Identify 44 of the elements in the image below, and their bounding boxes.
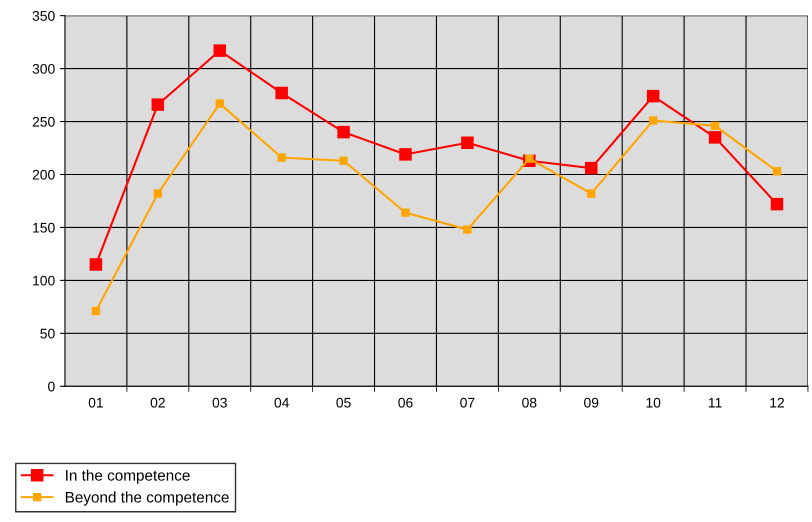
point [339, 156, 348, 165]
point [770, 198, 784, 210]
point [399, 148, 412, 161]
x-tick-label: 07 [460, 398, 474, 408]
x-tick-label: 03 [212, 398, 227, 408]
y-tick-label: 200 [32, 170, 55, 180]
point [708, 131, 722, 144]
point [275, 86, 288, 100]
y-tick-label: 150 [33, 222, 55, 233]
x-tick-label: 06 [398, 398, 413, 408]
x-tick-label: 12 [770, 398, 784, 408]
point [92, 306, 100, 316]
point [277, 153, 286, 162]
y-tick-label: 100 [33, 276, 55, 286]
x-tick-label: 08 [522, 398, 536, 408]
x-tick-label: 04 [274, 398, 289, 408]
point [710, 122, 720, 130]
point [216, 99, 224, 108]
point [154, 189, 162, 198]
legend-label: In the competence [66, 470, 190, 484]
y-tick-label: 300 [32, 64, 55, 74]
x-tick-label: 11 [708, 398, 722, 408]
point [463, 225, 472, 234]
point [772, 167, 782, 176]
point [337, 126, 350, 138]
y-tick-label: 50 [40, 328, 55, 339]
x-tick-label: 10 [646, 398, 660, 408]
point [152, 98, 164, 111]
y-tick-label: 0 [48, 382, 55, 392]
point [584, 162, 598, 174]
x-tick-label: 02 [150, 398, 165, 408]
x-tick-label: 01 [88, 398, 103, 408]
point [401, 208, 410, 217]
point [646, 90, 660, 102]
x-tick-label: 09 [584, 398, 598, 408]
y-tick-label: 350 [32, 10, 55, 21]
x-tick-label: 05 [336, 398, 351, 408]
point [587, 189, 596, 198]
point [461, 136, 474, 149]
y-tick-label: 250 [32, 116, 55, 127]
point [648, 116, 658, 125]
point [90, 258, 102, 271]
legend-label: Beyond the competence [66, 491, 229, 506]
point [213, 44, 226, 57]
